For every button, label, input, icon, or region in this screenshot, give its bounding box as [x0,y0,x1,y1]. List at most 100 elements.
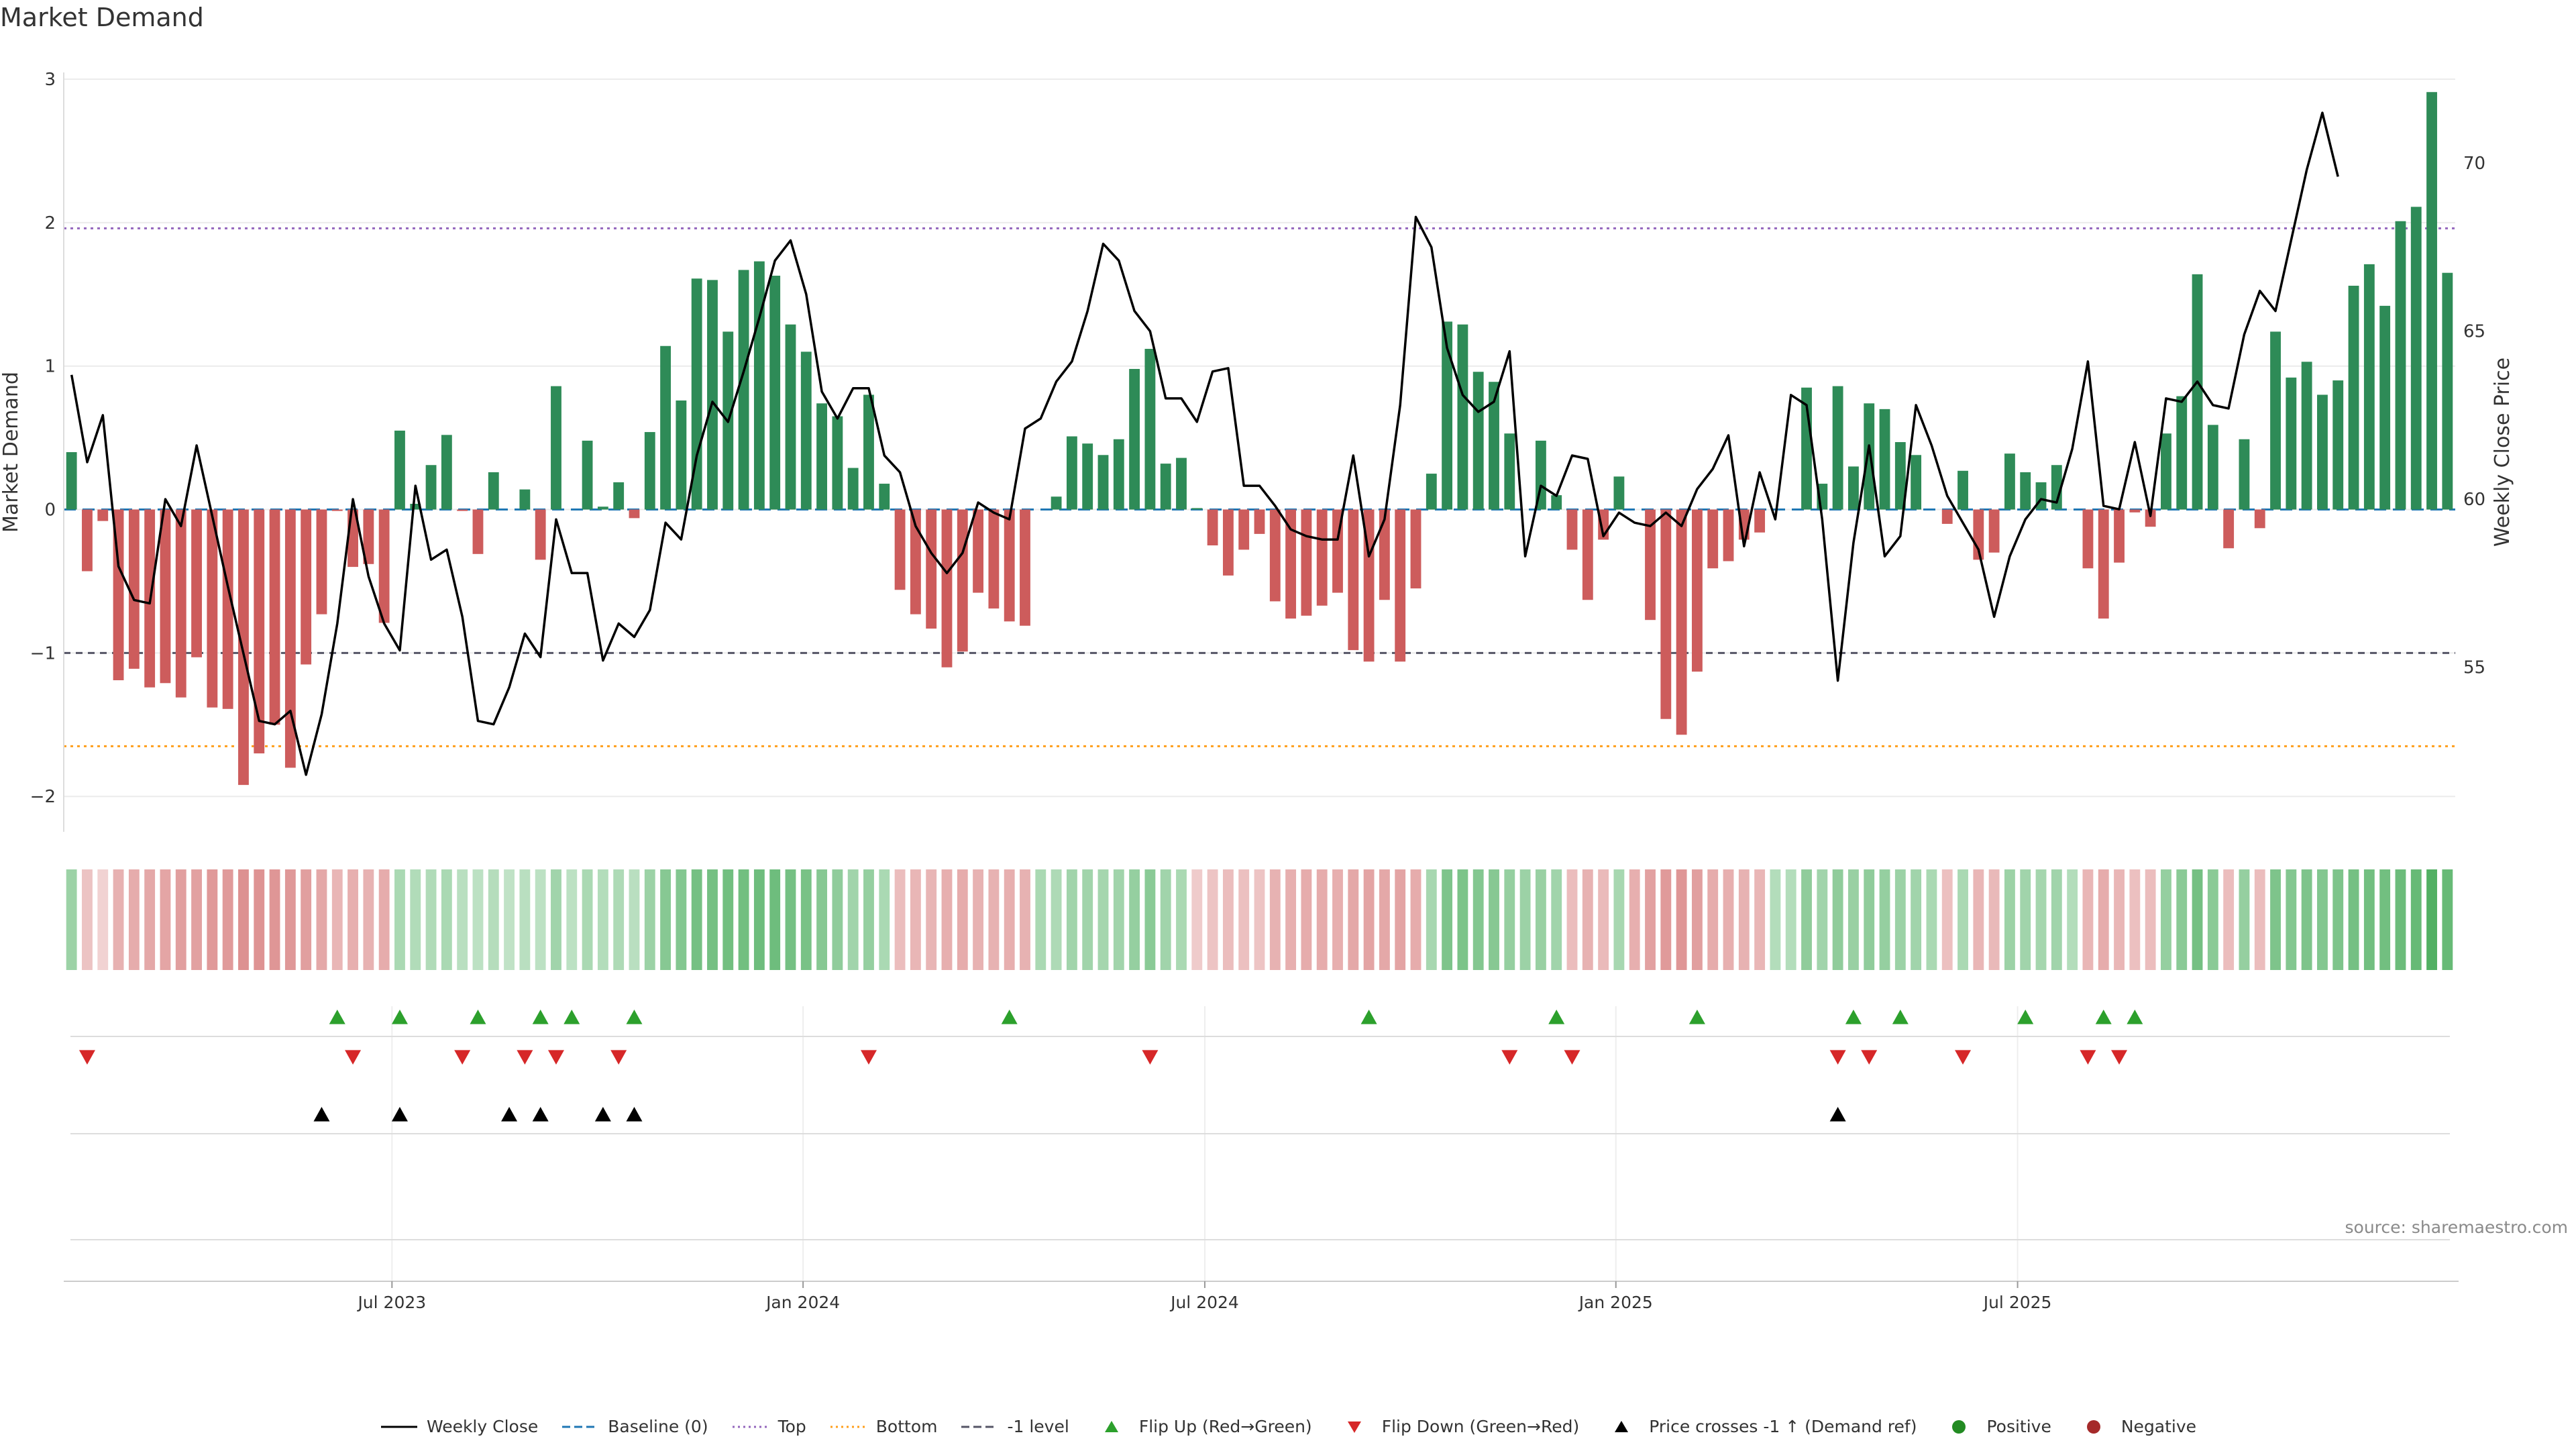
demand-bar [1707,509,1719,569]
flip-down-marker [78,1050,95,1065]
demand-bar [1285,509,1297,619]
demand-bar [1848,466,1859,510]
heat-cell [582,869,593,970]
heat-cell [644,869,655,970]
demand-bar [1051,496,1062,510]
heat-cell [1770,869,1781,970]
heat-cell [1051,869,1062,970]
heat-cell [1113,869,1124,970]
heat-cell [1754,869,1766,970]
demand-bar [1379,509,1390,600]
heat-cell [1238,869,1250,970]
legend-label: Top [777,1417,806,1436]
demand-bar [1551,495,1562,510]
heat-cell [160,869,171,970]
demand-bar [863,394,874,510]
heat-cell [1129,869,1140,970]
flip-down-marker [1142,1050,1159,1065]
x-tick-label: Jan 2024 [765,1293,840,1312]
heat-cell [2348,869,2359,970]
flip-up-marker [329,1010,345,1024]
heat-cell [1691,869,1703,970]
x-axis: Jul 2023 Jan 2024 Jul 2024 Jan 2025 Jul 2025 [64,1281,2459,1312]
legend-swatch [1615,1420,1629,1432]
heat-cell [1082,869,1093,970]
demand-bar [910,509,921,614]
heat-cell [1426,869,1437,970]
y2-axis-title: Weekly Close Price [2491,358,2514,547]
flip-down-marker [1501,1050,1518,1065]
demand-bar [331,509,343,511]
y2-tick-label: 55 [2463,658,2485,678]
heat-cell [1973,869,1984,970]
weekly-close-line [70,111,2339,776]
demand-bar [2348,285,2359,510]
demand-bar [378,509,390,623]
demand-bar [2410,207,2422,510]
flip-up-marker [1845,1010,1862,1024]
demand-bar [1269,509,1281,602]
demand-bar [1832,386,1843,510]
legend-symbol [1347,1421,1361,1433]
demand-bar [800,352,812,510]
price-line-layer [70,111,2339,776]
demand-bar [1691,509,1703,672]
demand-bar [2207,425,2218,510]
demand-bar [1410,509,1421,589]
heat-cell [66,869,77,970]
demand-bar [738,270,749,510]
heat-cell [207,869,218,970]
heat-cell [847,869,859,970]
heat-cell [753,869,765,970]
demand-bar [316,509,327,614]
demand-bar [973,509,984,593]
heat-cell [1848,869,1859,970]
demand-bar [2051,465,2062,510]
demand-bar [128,509,140,669]
demand-bar [1301,509,1312,616]
x-tick-label: Jul 2023 [356,1293,426,1312]
legend-swatch [2086,1419,2100,1434]
flip-up-marker [1688,1010,1705,1024]
demand-bar [926,509,937,629]
demand-bar [2098,509,2109,619]
flip-down-marker [1861,1050,1878,1065]
heat-cell [269,869,280,970]
heat-cell [1395,869,1406,970]
demand-bar [394,430,405,510]
heat-cell [2114,869,2125,970]
heat-cell [1613,869,1625,970]
heat-cell [2270,869,2281,970]
price-cross-marker [626,1107,643,1122]
legend-swatch [961,1426,998,1428]
heat-cell [284,869,296,970]
demand-bar [769,275,781,510]
heat-cell [1817,869,1828,970]
heat-cell [957,869,968,970]
heat-cell [1988,869,2000,970]
heat-cell [2395,869,2406,970]
heat-cell [2442,869,2453,970]
heat-cell [1489,869,1499,970]
heat-cell [222,869,233,970]
heat-cell [1160,869,1171,970]
heat-cell [1551,869,1562,970]
legend-swatch [1347,1421,1361,1433]
demand-bar [238,509,249,786]
y-tick-label: 0 [44,500,56,521]
heat-cell [973,869,984,970]
heat-cell [519,869,531,970]
heat-cell [1738,869,1750,970]
heat-cell [1519,869,1531,970]
heat-cell [238,869,249,970]
heat-cell [1566,869,1578,970]
heat-cell [660,869,671,970]
demand-bar [582,440,593,510]
demand-bar [2082,509,2094,569]
demand-bar [629,509,640,519]
flip-down-marker [1829,1050,1846,1065]
heat-cell [2145,869,2156,970]
heat-cell [1723,869,1734,970]
heat-cell [347,869,358,970]
demand-bar [66,452,77,510]
